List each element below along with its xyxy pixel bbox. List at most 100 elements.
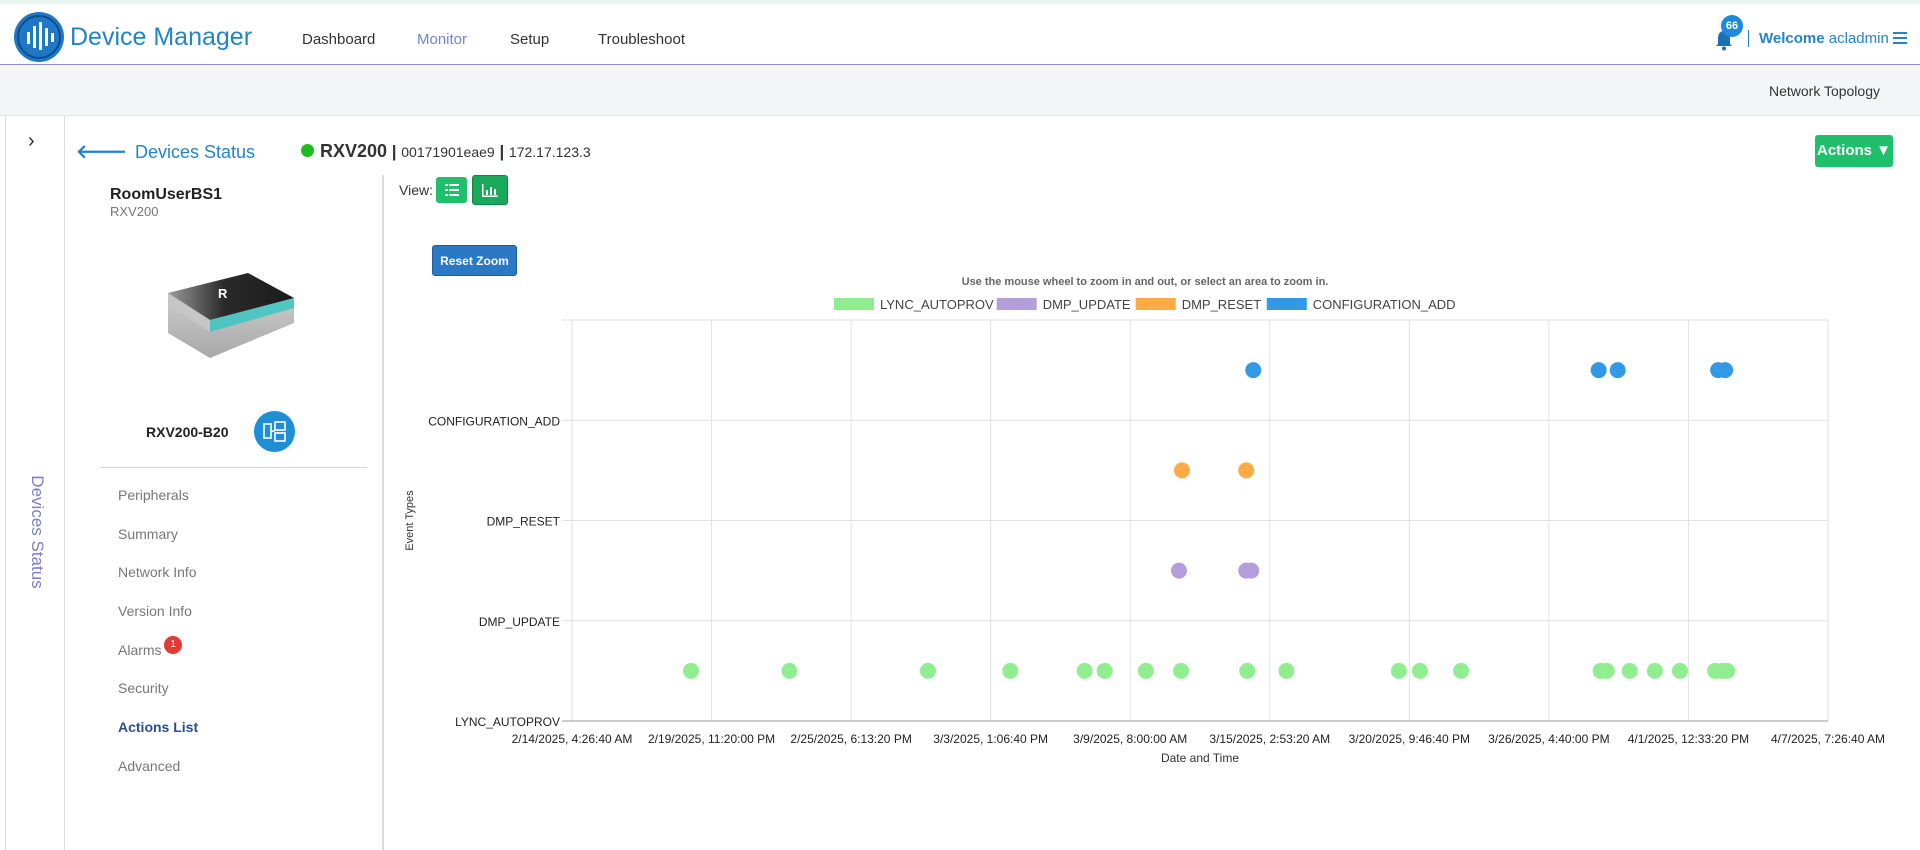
list-icon — [444, 184, 459, 196]
data-point[interactable] — [1096, 662, 1113, 679]
data-point[interactable] — [1719, 662, 1736, 679]
x-tick-label: 4/1/2025, 12:33:20 PM — [1628, 732, 1749, 746]
data-point[interactable] — [1717, 362, 1734, 379]
data-point[interactable] — [1239, 662, 1256, 679]
data-point[interactable] — [1646, 662, 1663, 679]
data-point[interactable] — [1173, 462, 1190, 479]
data-point[interactable] — [1002, 662, 1019, 679]
data-point[interactable] — [1278, 662, 1295, 679]
legend-swatch[interactable] — [996, 298, 1037, 310]
data-point[interactable] — [683, 662, 700, 679]
chevron-right-icon[interactable]: › — [28, 130, 35, 152]
y-axis-title: Event Types — [404, 490, 416, 551]
collapsed-sidebar: › Devices Status — [5, 116, 65, 850]
x-tick-label: 3/26/2025, 4:40:00 PM — [1488, 732, 1609, 746]
nav-dashboard[interactable]: Dashboard — [302, 31, 376, 48]
alarm-count-badge: 1 — [164, 635, 182, 654]
sidebar-vertical-label[interactable]: Devices Status — [28, 475, 47, 589]
app-logo-icon[interactable] — [14, 12, 64, 62]
data-point[interactable] — [781, 662, 798, 679]
x-tick-label: 2/14/2025, 4:26:40 AM — [512, 732, 633, 746]
x-tick-label: 3/15/2025, 2:53:20 AM — [1209, 732, 1330, 746]
legend-swatch[interactable] — [1135, 298, 1176, 310]
legend-label[interactable]: DMP_UPDATE — [1043, 297, 1131, 312]
sub-toolbar: Network Topology — [0, 66, 1920, 116]
header: Device Manager Dashboard Monitor Setup T… — [0, 4, 1920, 65]
data-point[interactable] — [1590, 362, 1607, 379]
bar-chart-icon — [482, 183, 498, 197]
back-label: Devices Status — [134, 142, 256, 162]
data-point[interactable] — [1621, 662, 1638, 679]
nav-monitor[interactable]: Monitor — [417, 31, 468, 48]
data-point[interactable] — [1170, 562, 1187, 579]
data-point[interactable] — [1076, 662, 1093, 679]
legend-label[interactable]: LYNC_AUTOPROV — [880, 297, 994, 312]
x-tick-label: 3/3/2025, 1:06:40 PM — [933, 732, 1048, 746]
x-tick-label: 3/9/2025, 8:00:00 AM — [1073, 732, 1187, 746]
device-name: RXV200 — [320, 141, 388, 161]
menu-alarms-label: Alarms — [118, 641, 162, 658]
data-point[interactable] — [1137, 662, 1154, 679]
list-view-button[interactable] — [436, 177, 467, 203]
welcome-label: Welcome — [1759, 30, 1825, 47]
y-tick-label: LYNC_AUTOPROV — [455, 715, 560, 729]
legend-label[interactable]: CONFIGURATION_ADD — [1313, 297, 1456, 312]
zoom-hint: Use the mouse wheel to zoom in and out, … — [961, 276, 1329, 288]
legend-swatch[interactable] — [1266, 298, 1307, 310]
data-point[interactable] — [1243, 562, 1260, 579]
menu-peripherals[interactable]: Peripherals — [118, 487, 189, 503]
event-scatter-chart[interactable]: LYNC_AUTOPROV DMP_UPDATE DMP_RESET CONFIGUR… — [400, 290, 1900, 770]
device-identity-line: RXV200 | 00171901eae9 | 172.17.123.3 — [320, 141, 591, 161]
menu-summary[interactable]: Summary — [118, 525, 178, 542]
data-point[interactable] — [919, 662, 936, 679]
menu-advanced[interactable]: Advanced — [118, 757, 181, 774]
menu-network-info[interactable]: Network Info — [118, 564, 197, 581]
y-tick-label: CONFIGURATION_ADD — [428, 414, 560, 428]
welcome-user[interactable]: Welcome acladmin — [1759, 30, 1889, 47]
actions-dropdown-button[interactable]: Actions ▼ — [1815, 135, 1893, 167]
x-tick-label: 4/7/2025, 7:26:40 AM — [1771, 732, 1885, 746]
top-accent-line — [0, 0, 1920, 4]
device-status-dot — [301, 144, 314, 157]
data-point[interactable] — [1238, 462, 1255, 479]
reset-zoom-button[interactable]: Reset Zoom — [432, 245, 517, 276]
app-title: Device Manager — [70, 23, 253, 51]
menu-alarms[interactable]: Alarms 1 — [118, 635, 198, 681]
menu-actions-list[interactable]: Actions List — [118, 719, 199, 736]
data-point[interactable] — [1598, 662, 1615, 679]
data-point[interactable] — [1390, 662, 1407, 679]
data-point[interactable] — [1172, 662, 1189, 679]
menu-security[interactable]: Security — [118, 680, 169, 697]
device-ip: 172.17.123.3 — [508, 144, 591, 160]
legend-label[interactable]: DMP_RESET — [1182, 297, 1262, 312]
header-separator — [1748, 30, 1749, 47]
nav-setup[interactable]: Setup — [510, 31, 550, 48]
x-tick-label: 3/20/2025, 9:46:40 PM — [1349, 732, 1470, 746]
x-tick-label: 2/25/2025, 6:13:20 PM — [790, 732, 911, 746]
legend-swatch[interactable] — [834, 298, 874, 310]
view-label: View: — [399, 182, 433, 198]
back-to-devices-status[interactable]: 🡐 Devices Status — [76, 140, 255, 164]
svg-text:R: R — [218, 286, 228, 301]
chart-view-button[interactable] — [472, 175, 508, 205]
hamburger-menu-icon[interactable] — [1893, 32, 1907, 44]
device-model: RXV200-B20 — [146, 424, 229, 440]
data-point[interactable] — [1609, 362, 1626, 379]
data-point[interactable] — [1411, 662, 1428, 679]
y-tick-label: DMP_RESET — [487, 515, 561, 529]
arrow-left-icon: 🡐 — [76, 142, 127, 163]
topology-device-icon[interactable] — [254, 411, 295, 452]
notification-count-badge: 66 — [1721, 15, 1743, 37]
device-room-name: RoomUserBS1 — [110, 186, 223, 203]
network-topology-link[interactable]: Network Topology — [1768, 83, 1880, 99]
y-tick-label: DMP_UPDATE — [479, 615, 560, 629]
data-point[interactable] — [1671, 662, 1688, 679]
data-point[interactable] — [1245, 362, 1262, 379]
divider — [100, 467, 367, 468]
nav-troubleshoot[interactable]: Troubleshoot — [598, 31, 685, 48]
device-image: R — [168, 273, 294, 358]
data-point[interactable] — [1453, 662, 1470, 679]
username: acladmin — [1828, 30, 1889, 47]
device-mac: 00171901eae9 — [401, 144, 495, 160]
menu-version-info[interactable]: Version Info — [118, 603, 192, 620]
